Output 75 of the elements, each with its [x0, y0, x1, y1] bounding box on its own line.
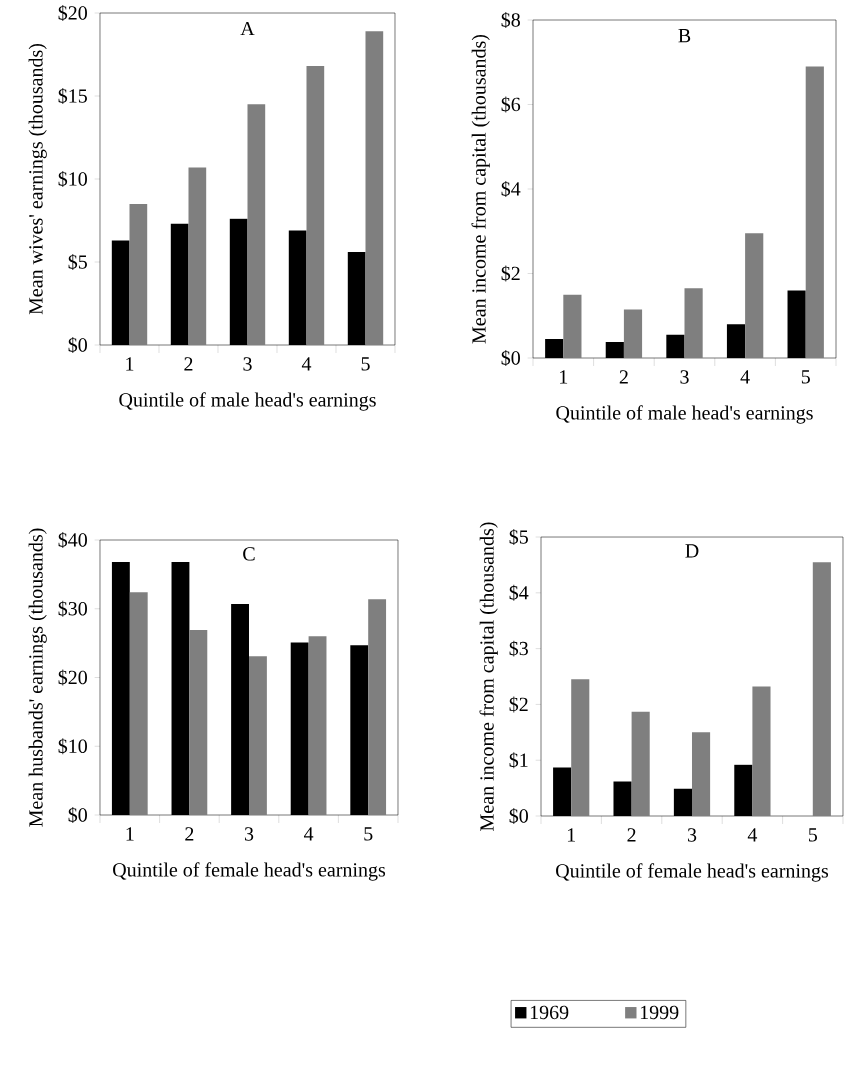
chart-title: A	[240, 21, 255, 36]
y-tick-label: $30	[58, 600, 87, 617]
x-tick-label: 1	[560, 370, 568, 384]
y-axis-title: Mean husbands' earnings (thousands)	[28, 528, 47, 827]
y-tick-label: $0	[68, 337, 87, 354]
bar	[631, 711, 650, 817]
x-tick-label: 3	[244, 827, 254, 841]
x-tick-label: 5	[801, 370, 810, 384]
x-tick-label: 3	[687, 828, 697, 842]
chart-title: D	[685, 544, 699, 558]
bar	[684, 288, 703, 359]
chart-title: C	[243, 547, 255, 561]
y-axis-title: Mean income from capital (thousands)	[479, 522, 498, 831]
x-tick-label: 1	[567, 828, 576, 842]
y-axis-title: Mean wives' earnings (thousands)	[28, 43, 47, 315]
y-tick-label: $2	[509, 696, 528, 713]
bar	[189, 630, 208, 816]
bar	[805, 66, 824, 359]
y-tick-label: $0	[509, 808, 528, 825]
y-tick-label: $4	[501, 181, 521, 198]
y-tick-label: $3	[509, 640, 528, 657]
x-tick-label: 2	[185, 827, 194, 841]
x-tick-label: 5	[808, 828, 818, 842]
bar	[752, 686, 771, 817]
x-tick-label: 5	[364, 827, 373, 841]
x-tick-label: 2	[627, 828, 636, 842]
bar	[365, 31, 384, 346]
y-tick-label: $10	[58, 738, 87, 755]
legend-label: 1999	[640, 1005, 679, 1020]
bar	[692, 732, 711, 817]
x-axis-title: Quintile of female head's earnings	[113, 862, 386, 881]
y-tick-label: $40	[58, 532, 87, 549]
bar	[129, 592, 148, 816]
bar	[306, 66, 325, 346]
y-axis-title: Mean income from capital (thousands)	[471, 34, 490, 344]
y-tick-label: $10	[58, 171, 87, 188]
x-tick-label: 4	[301, 357, 312, 371]
x-tick-label: 4	[747, 828, 758, 842]
x-axis-title: Quintile of female head's earnings	[556, 863, 829, 882]
y-tick-label: $0	[68, 807, 87, 824]
bar	[812, 562, 831, 817]
legend-label: 1969	[530, 1005, 569, 1020]
x-tick-label: 4	[303, 827, 314, 841]
bar	[308, 636, 327, 816]
y-tick-label: $5	[509, 529, 528, 546]
y-tick-label: $5	[68, 254, 87, 271]
x-axis-title: Quintile of male head's earnings	[556, 405, 813, 424]
x-axis-title: Quintile of male head's earnings	[119, 392, 376, 411]
bar	[368, 599, 387, 816]
y-tick-label: $6	[501, 96, 521, 113]
bar	[188, 167, 207, 346]
x-tick-label: 5	[361, 357, 370, 371]
bar	[745, 233, 764, 359]
x-tick-label: 2	[619, 370, 628, 384]
bar	[571, 679, 590, 817]
bar	[247, 104, 266, 346]
y-tick-label: $20	[58, 669, 87, 686]
x-tick-label: 1	[126, 827, 134, 841]
bar	[249, 656, 267, 816]
y-tick-label: $8	[501, 12, 520, 29]
bar	[623, 309, 643, 359]
y-tick-label: $0	[501, 350, 520, 367]
y-tick-label: $15	[58, 88, 87, 105]
x-tick-label: 3	[680, 370, 689, 384]
bar	[563, 294, 582, 359]
y-tick-label: $4	[509, 584, 529, 601]
x-tick-label: 3	[243, 357, 252, 371]
x-tick-label: 1	[126, 357, 134, 371]
bar	[129, 203, 148, 346]
y-tick-label: $2	[501, 265, 520, 282]
y-tick-label: $1	[509, 752, 528, 769]
y-tick-label: $20	[58, 5, 87, 22]
chart-title: B	[678, 29, 691, 43]
x-tick-label: 4	[740, 370, 750, 384]
x-tick-label: 2	[184, 357, 193, 371]
